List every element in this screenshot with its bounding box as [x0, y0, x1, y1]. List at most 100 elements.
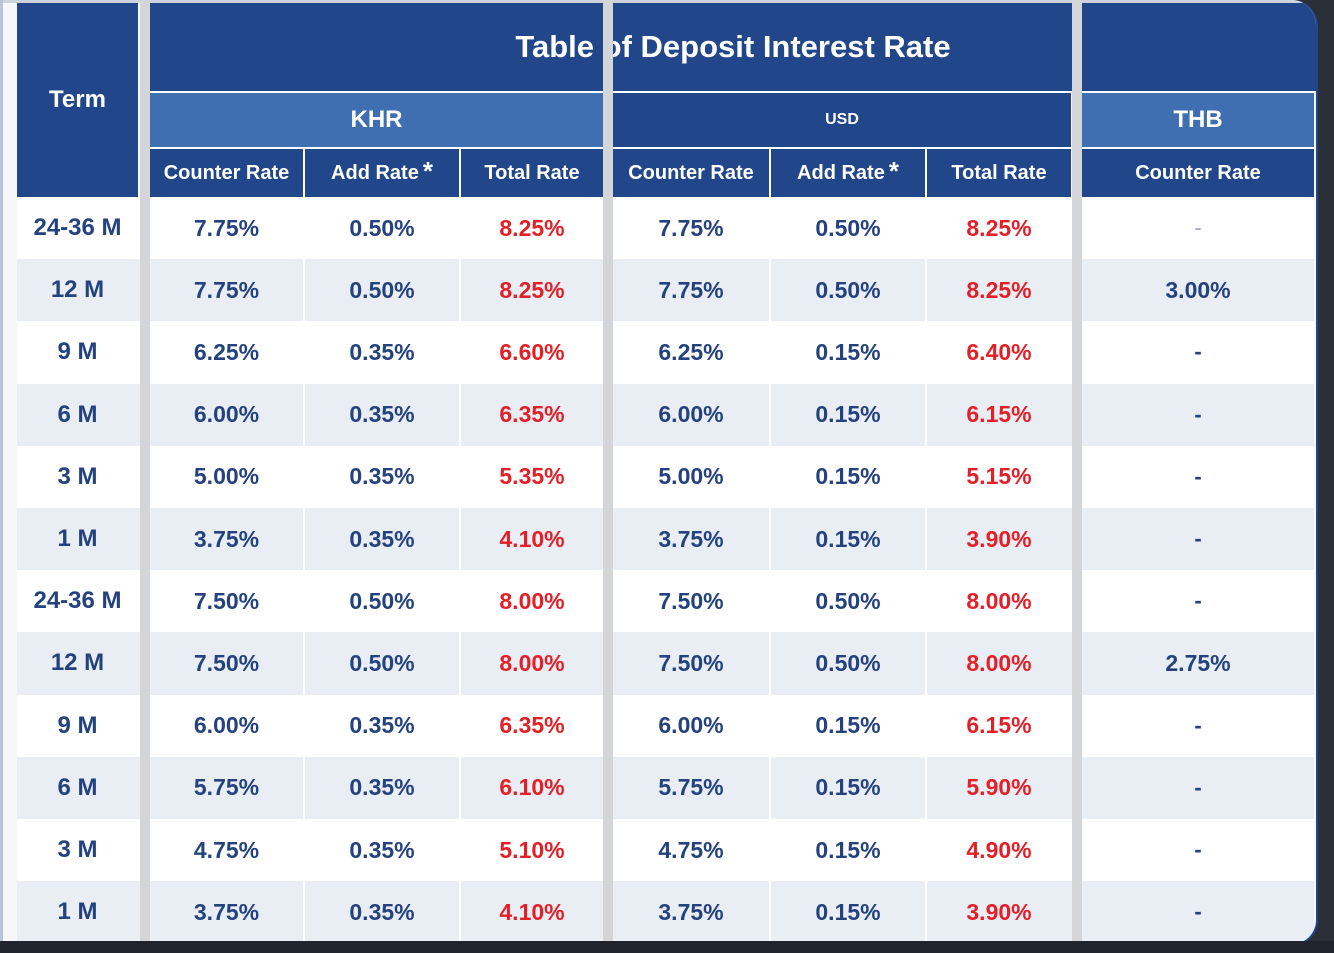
khr-counter-rate-cell: 6.00% [193, 712, 260, 739]
khr-add-rate-cell: 0.50% [303, 632, 459, 695]
usd-total-rate-cell: 4.90% [925, 819, 1071, 882]
khr-add-rate-cell: 0.50% [303, 197, 459, 260]
thb-counter-rate-cell: 3.00% [1165, 276, 1231, 303]
khr-add-rate-cell: 0.35% [303, 881, 459, 944]
usd-counter-rate-cell: 6.00% [658, 712, 724, 739]
khr-counter-rate-cell: 7.75% [193, 276, 260, 303]
usd-add-rate-cell: 0.15% [769, 694, 925, 757]
usd-counter-rate-cell: 7.75% [658, 276, 724, 303]
thb-counter-rate-cell: - [1194, 401, 1202, 427]
khr-total-rate-cell: 5.10% [459, 819, 603, 882]
khr-total-rate-cell: 6.10% [459, 756, 603, 819]
term-divider [140, 0, 150, 944]
column-header-usd-add-rate: Add Rate * [769, 147, 925, 197]
usd-total-rate-cell: 8.25% [925, 259, 1071, 322]
usd-thb-divider [1072, 0, 1082, 944]
khr-counter-rate-cell: 7.50% [193, 587, 260, 614]
khr-add-rate-cell: 0.35% [303, 383, 459, 446]
khr-add-rate-cell: 0.50% [303, 570, 459, 633]
row-stripe [17, 819, 1314, 883]
usd-counter-rate-cell: 6.00% [658, 401, 724, 428]
term-cell: 24-36 M [33, 587, 122, 615]
khr-total-rate-cell: 8.00% [459, 632, 603, 695]
khr-counter-rate-cell: 5.00% [193, 463, 260, 490]
term-cell: 6 M [57, 400, 98, 428]
row-stripe [17, 197, 1314, 261]
thb-counter-rate-cell: - [1194, 774, 1202, 800]
khr-counter-rate-cell: 5.75% [193, 774, 260, 801]
usd-add-rate-cell: 0.50% [769, 570, 925, 633]
khr-total-rate-cell: 6.35% [459, 694, 603, 757]
thb-counter-rate-cell: - [1194, 215, 1202, 241]
usd-counter-rate-cell: 7.50% [658, 587, 724, 614]
usd-total-rate-cell: 5.15% [925, 445, 1071, 508]
khr-total-rate-cell: 5.35% [459, 445, 603, 508]
column-header-usd-total-rate: Total Rate [925, 147, 1071, 197]
khr-total-rate-cell: 6.60% [459, 321, 603, 384]
khr-counter-rate-cell: 3.75% [193, 525, 260, 552]
thb-counter-rate-cell: - [1194, 588, 1202, 614]
term-cell: 3 M [57, 462, 98, 490]
usd-total-rate-cell: 3.90% [925, 881, 1071, 944]
row-stripe [17, 508, 1314, 572]
asterisk-marker: * [422, 155, 433, 186]
khr-usd-divider [603, 0, 613, 944]
usd-total-rate-cell: 6.15% [925, 694, 1071, 757]
term-cell: 1 M [57, 525, 98, 553]
khr-total-rate-cell: 8.00% [459, 570, 603, 633]
usd-add-rate-cell: 0.15% [769, 383, 925, 446]
row-stripe [17, 881, 1314, 944]
column-header-label: Add Rate [331, 161, 419, 184]
row-stripe [17, 445, 1314, 509]
usd-total-rate-cell: 8.25% [925, 197, 1071, 260]
title-header-bg [150, 3, 1316, 91]
usd-add-rate-cell: 0.15% [769, 508, 925, 571]
thb-counter-rate-cell: 2.75% [1165, 649, 1231, 676]
usd-counter-rate-cell: 3.75% [658, 898, 724, 925]
currency-header-khr: KHR [150, 91, 603, 147]
usd-total-rate-cell: 6.15% [925, 383, 1071, 446]
term-header: Term [49, 86, 106, 113]
column-header-label: Total Rate [484, 161, 580, 184]
khr-add-rate-cell: 0.35% [303, 508, 459, 571]
column-header-label: Counter Rate [163, 161, 290, 184]
row-stripe [17, 321, 1314, 385]
usd-add-rate-cell: 0.15% [769, 756, 925, 819]
khr-counter-rate-cell: 7.75% [193, 214, 260, 241]
usd-add-rate-cell: 0.15% [769, 881, 925, 944]
khr-counter-rate-cell: 6.25% [193, 338, 260, 365]
row-stripe [17, 259, 1314, 323]
usd-counter-rate-cell: 7.75% [658, 214, 724, 241]
term-cell: 1 M [57, 898, 98, 926]
khr-counter-rate-cell: 4.75% [193, 836, 260, 863]
page-title: Table of Deposit Interest Rate [515, 29, 951, 64]
column-header-usd-counter-rate: Counter Rate [613, 147, 769, 197]
usd-add-rate-cell: 0.15% [769, 819, 925, 882]
term-cell: 9 M [57, 338, 98, 366]
row-stripe [17, 383, 1314, 447]
khr-total-rate-cell: 4.10% [459, 881, 603, 944]
usd-counter-rate-cell: 5.00% [658, 463, 724, 490]
usd-counter-rate-cell: 7.50% [658, 649, 724, 676]
usd-total-rate-cell: 6.40% [925, 321, 1071, 384]
row-stripe [17, 570, 1314, 634]
row-stripe [17, 632, 1314, 696]
usd-total-rate-cell: 8.00% [925, 570, 1071, 633]
thb-counter-rate-cell: - [1194, 837, 1202, 863]
usd-counter-rate-cell: 3.75% [658, 525, 724, 552]
khr-add-rate-cell: 0.50% [303, 259, 459, 322]
usd-add-rate-cell: 0.50% [769, 259, 925, 322]
khr-add-rate-cell: 0.35% [303, 756, 459, 819]
row-stripe [17, 756, 1314, 820]
usd-total-rate-cell: 8.00% [925, 632, 1071, 695]
column-header-label: Add Rate [797, 161, 885, 184]
column-header-label: Total Rate [951, 161, 1047, 184]
column-header-khr-total-rate: Total Rate [459, 147, 603, 197]
term-cell: 12 M [50, 276, 105, 304]
term-cell: 9 M [57, 711, 98, 739]
khr-counter-rate-cell: 3.75% [193, 898, 260, 925]
usd-total-rate-cell: 5.90% [925, 756, 1071, 819]
column-header-khr-counter-rate: Counter Rate [150, 147, 303, 197]
left-edge [0, 0, 3, 944]
